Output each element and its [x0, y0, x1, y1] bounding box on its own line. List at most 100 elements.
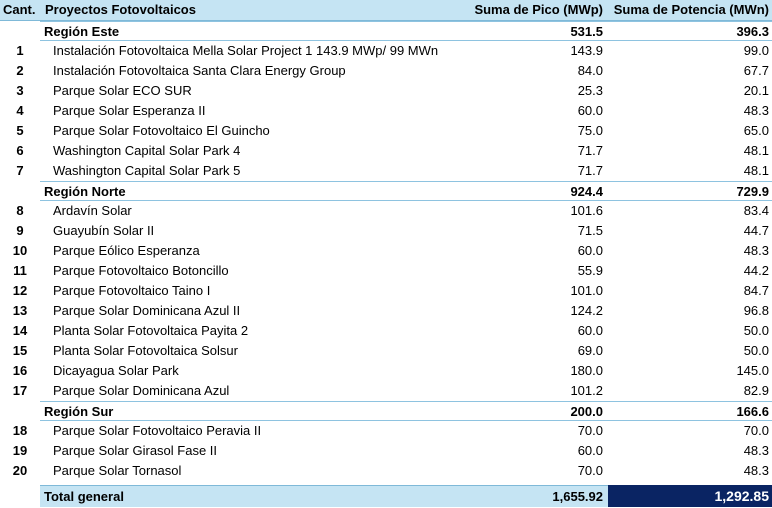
cell-potencia: 145.0: [736, 363, 769, 378]
table-row: 10 Parque Eólico Esperanza 60.0 48.3: [0, 241, 772, 261]
total-cant: [0, 485, 40, 507]
region-row: Región Sur 200.0 166.6: [0, 401, 772, 421]
cell-cant: 14: [12, 323, 28, 338]
table-row: 2 Instalación Fotovoltaica Santa Clara En…: [0, 61, 772, 81]
cell-project-name: Parque Solar ECO SUR: [53, 83, 192, 98]
cell-potencia: 65.0: [743, 123, 769, 138]
table-row: 3 Parque Solar ECO SUR 25.3 20.1: [0, 81, 772, 101]
cell-pico: 55.9: [577, 263, 603, 278]
cell-cant: 15: [12, 343, 28, 358]
header-proyectos: Proyectos Fotovoltaicos: [45, 2, 196, 17]
cell-pico: 60.0: [577, 323, 603, 338]
total-label: Total general: [40, 485, 468, 507]
cell-cant: 2: [16, 63, 24, 78]
total-pico: 1,655.92: [468, 485, 608, 507]
cell-potencia: 729.9: [608, 181, 772, 201]
cell-pico: 84.0: [577, 63, 603, 78]
cell-project-name: Planta Solar Fotovoltaica Solsur: [53, 343, 238, 358]
cell-cant: [0, 401, 40, 421]
cell-project-name: Parque Eólico Esperanza: [53, 243, 200, 258]
cell-project-name: Parque Solar Esperanza II: [53, 103, 206, 118]
table-row: 13 Parque Solar Dominicana Azul II 124.2 96…: [0, 301, 772, 321]
region-name: Región Norte: [40, 181, 468, 201]
table-row: 15 Planta Solar Fotovoltaica Solsur 69.0 50…: [0, 341, 772, 361]
table-row: 18 Parque Solar Fotovoltaico Peravia II 70…: [0, 421, 772, 441]
table-row: 12 Parque Fotovoltaico Taino I 101.0 84.7: [0, 281, 772, 301]
cell-cant: [0, 21, 40, 41]
cell-pico: 924.4: [468, 181, 608, 201]
cell-project-name: Parque Solar Girasol Fase II: [53, 443, 218, 458]
table-row: 5 Parque Solar Fotovoltaico El Guincho 75.…: [0, 121, 772, 141]
cell-cant: 8: [16, 203, 24, 218]
cell-pico: 71.7: [577, 163, 603, 178]
cell-cant: 4: [16, 103, 24, 118]
cell-project-name: Instalación Fotovoltaica Santa Clara Ene…: [53, 63, 346, 78]
cell-project-name: Instalación Fotovoltaica Mella Solar Pro…: [53, 43, 439, 58]
cell-pico: 71.7: [577, 143, 603, 158]
table-row: 20 Parque Solar Tornasol 70.0 48.3: [0, 461, 772, 481]
table-row: 9 Guayubín Solar II 71.5 44.7: [0, 221, 772, 241]
cell-pico: 70.0: [577, 423, 603, 438]
cell-potencia: 166.6: [608, 401, 772, 421]
cell-cant: 16: [12, 363, 28, 378]
cell-cant: [0, 181, 40, 201]
cell-project-name: Parque Fotovoltaico Botoncillo: [53, 263, 229, 278]
cell-pico: 70.0: [577, 463, 603, 478]
cell-project-name: Ardavín Solar: [53, 203, 132, 218]
cell-cant: 3: [16, 83, 24, 98]
cell-cant: 7: [16, 163, 24, 178]
cell-cant: 11: [13, 263, 27, 278]
cell-potencia: 396.3: [608, 21, 772, 41]
region-name: Región Sur: [40, 401, 468, 421]
cell-project-name: Parque Solar Dominicana Azul: [53, 383, 230, 398]
cell-project-name: Washington Capital Solar Park 4: [53, 143, 241, 158]
cell-potencia: 44.2: [743, 263, 769, 278]
cell-pico: 71.5: [577, 223, 603, 238]
total-potencia: 1,292.85: [608, 485, 772, 507]
cell-project-name: Dicayagua Solar Park: [53, 363, 179, 378]
header-cant: Cant.: [3, 2, 36, 17]
table-row: 19 Parque Solar Girasol Fase II 60.0 48.3: [0, 441, 772, 461]
cell-potencia: 48.1: [743, 163, 769, 178]
cell-pico: 101.6: [570, 203, 603, 218]
cell-project-name: Parque Fotovoltaico Taino I: [53, 283, 211, 298]
cell-cant: 6: [16, 143, 24, 158]
cell-project-name: Parque Solar Tornasol: [53, 463, 182, 478]
total-row: Total general 1,655.92 1,292.85: [0, 485, 772, 507]
cell-potencia: 48.3: [743, 103, 769, 118]
cell-pico: 75.0: [577, 123, 603, 138]
table-row: 4 Parque Solar Esperanza II 60.0 48.3: [0, 101, 772, 121]
cell-pico: 101.0: [570, 283, 603, 298]
cell-potencia: 48.3: [743, 243, 769, 258]
cell-potencia: 84.7: [743, 283, 769, 298]
table-row: 1 Instalación Fotovoltaica Mella Solar Pr…: [0, 41, 772, 61]
cell-potencia: 96.8: [743, 303, 769, 318]
table-header-row: Cant. Proyectos Fotovoltaicos Suma de Pi…: [0, 0, 772, 21]
cell-cant: 10: [12, 243, 28, 258]
cell-project-name: Parque Solar Dominicana Azul II: [53, 303, 241, 318]
cell-potencia: 99.0: [743, 43, 769, 58]
region-row: Región Este 531.5 396.3: [0, 21, 772, 41]
cell-pico: 60.0: [577, 103, 603, 118]
cell-pico: 60.0: [577, 243, 603, 258]
cell-cant: 13: [12, 303, 28, 318]
cell-pico: 143.9: [570, 43, 603, 58]
cell-project-name: Planta Solar Fotovoltaica Payita 2: [53, 323, 249, 338]
header-pico: Suma de Pico (MWp): [474, 2, 603, 17]
table-row: 7 Washington Capital Solar Park 5 71.7 48.1: [0, 161, 772, 181]
cell-project-name: Parque Solar Fotovoltaico El Guincho: [53, 123, 270, 138]
cell-potencia: 67.7: [743, 63, 769, 78]
cell-pico: 124.2: [570, 303, 603, 318]
cell-pico: 25.3: [577, 83, 603, 98]
cell-pico: 101.2: [570, 383, 603, 398]
cell-potencia: 48.1: [743, 143, 769, 158]
cell-pico: 69.0: [577, 343, 603, 358]
cell-pico: 531.5: [468, 21, 608, 41]
cell-cant: 20: [12, 463, 28, 478]
table-row: 8 Ardavín Solar 101.6 83.4: [0, 201, 772, 221]
cell-project-name: Parque Solar Fotovoltaico Peravia II: [53, 423, 262, 438]
cell-cant: 19: [12, 443, 28, 458]
cell-potencia: 48.3: [743, 443, 769, 458]
cell-pico: 180.0: [570, 363, 603, 378]
cell-potencia: 48.3: [743, 463, 769, 478]
